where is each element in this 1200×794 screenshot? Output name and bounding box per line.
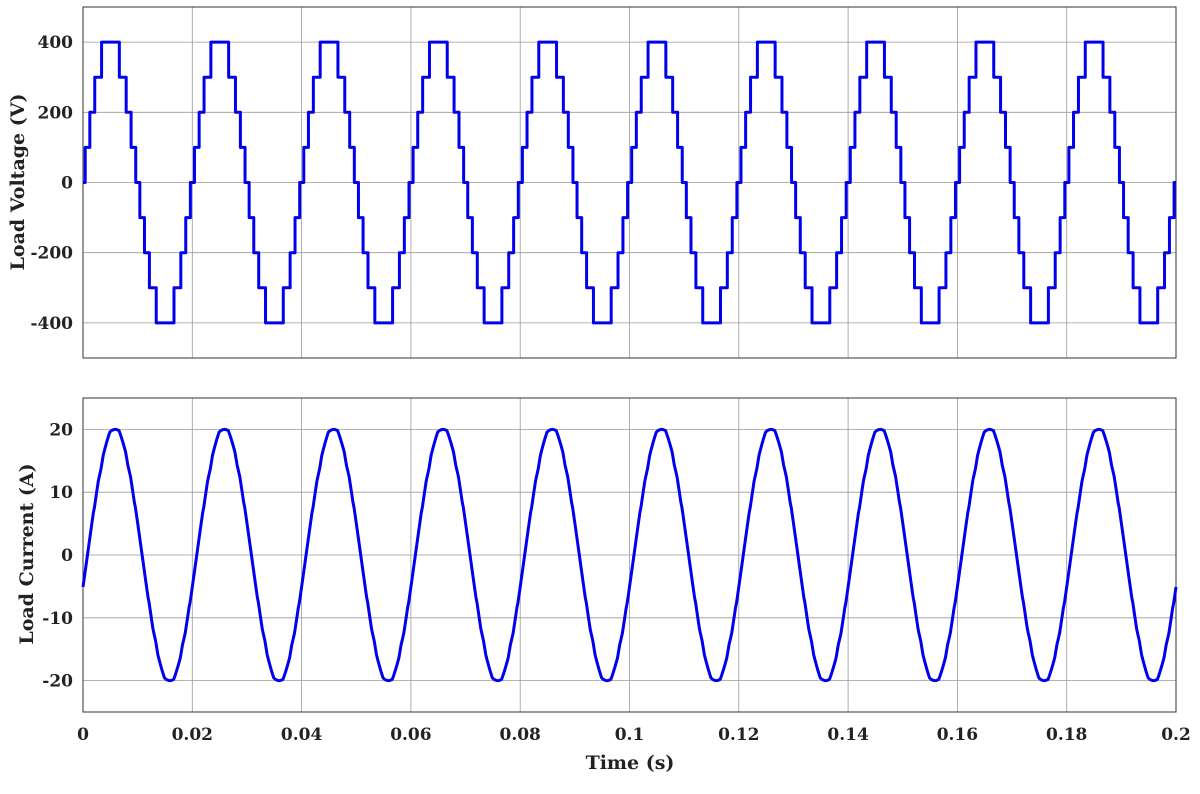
voltage-series-line <box>81 40 1178 325</box>
current-plot: -20 -10 0 10 20 0 0.02 0.04 0.06 0.08 0.1 0.12 0.14 0… <box>42 397 1191 745</box>
y-tick-label: -200 <box>30 244 73 264</box>
y-tick-label: 20 <box>49 420 73 440</box>
y-tick-label: 0 <box>61 546 73 566</box>
current-y-axis-label: Load Current (A) <box>16 463 38 644</box>
x-tick-label: 0 <box>77 725 89 745</box>
current-series-line <box>81 427 1178 683</box>
y-tick-label: -20 <box>42 672 73 692</box>
y-tick-label: -400 <box>30 314 73 334</box>
plot-frame <box>82 397 1177 713</box>
x-tick-label: 0.06 <box>390 725 431 745</box>
voltage-y-axis-label: Load Voltage (V) <box>7 94 29 271</box>
x-tick-label: 0.18 <box>1046 725 1087 745</box>
x-tick-label: 0.16 <box>937 725 978 745</box>
y-tick-label: 400 <box>38 33 74 53</box>
voltage-plot: -400 -200 0 200 400 <box>30 6 1178 359</box>
y-tick-label: 10 <box>49 483 73 503</box>
y-tick-label: -10 <box>42 609 73 629</box>
time-x-axis-label: Time (s) <box>586 752 675 774</box>
x-tick-label: 0.02 <box>172 725 213 745</box>
x-tick-label: 0.08 <box>499 725 540 745</box>
y-tick-label: 200 <box>38 103 74 123</box>
y-tick-label: 0 <box>61 174 73 194</box>
x-tick-label: 0.14 <box>827 725 869 745</box>
x-tick-label: 0.1 <box>615 725 645 745</box>
x-tick-label: 0.2 <box>1161 725 1191 745</box>
x-tick-label: 0.12 <box>718 725 759 745</box>
x-tick-label: 0.04 <box>281 725 323 745</box>
